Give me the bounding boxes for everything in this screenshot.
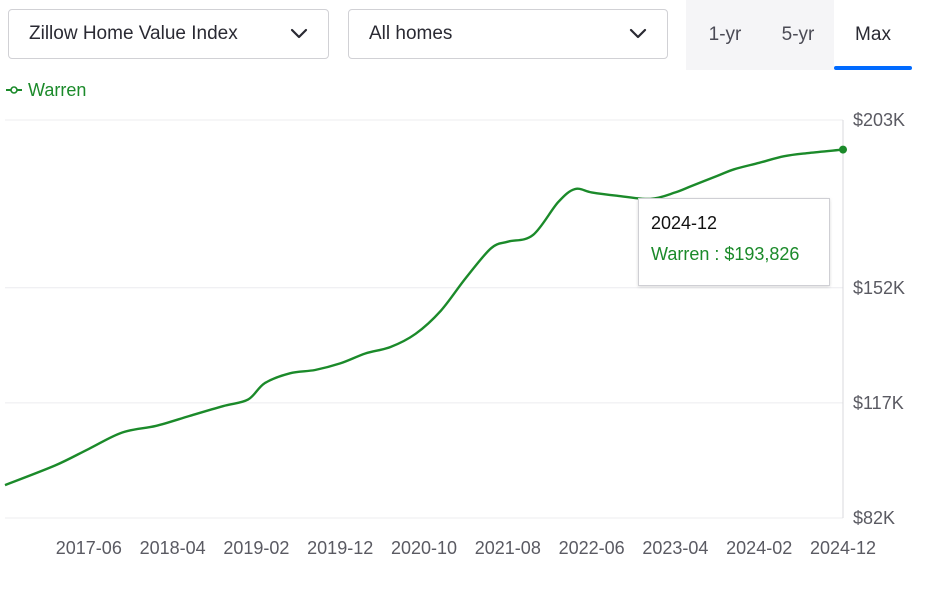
tooltip-value: Warren : $193,826 <box>651 244 800 264</box>
x-tick-label: 2019-12 <box>307 538 373 558</box>
tooltip-date: 2024-12 <box>651 213 718 233</box>
data-point-latest <box>839 145 847 154</box>
y-tick-label: $117K <box>853 393 904 413</box>
tab-1-yr[interactable]: 1-yr <box>708 24 742 45</box>
chart-toolbar: Zillow Home Value Index All homes 1-yr 5… <box>0 0 939 70</box>
chevron-down-icon <box>290 28 308 39</box>
chevron-down-icon <box>629 28 647 39</box>
range-tabs: 1-yr 5-yr Max <box>686 0 912 70</box>
home-type-dropdown-label: All homes <box>369 23 453 44</box>
x-tick-label: 2019-02 <box>223 538 289 558</box>
x-tick-label: 2021-08 <box>475 538 541 558</box>
series-line-warren <box>4 148 844 487</box>
x-tick-label: 2023-04 <box>642 538 708 558</box>
line-marker-icon <box>6 86 22 94</box>
active-tab-indicator <box>834 66 912 70</box>
x-tick-label: 2022-06 <box>559 538 625 558</box>
metric-dropdown[interactable]: Zillow Home Value Index <box>8 9 329 59</box>
y-tick-label: $82K <box>853 508 895 528</box>
x-tick-label: 2018-04 <box>140 538 206 558</box>
x-tick-label: 2017-06 <box>56 538 122 558</box>
home-type-dropdown[interactable]: All homes <box>348 9 668 59</box>
y-tick-label: $203K <box>853 110 905 130</box>
y-tick-label: $152K <box>853 278 905 298</box>
legend-label-warren: Warren <box>28 79 87 100</box>
tab-5-yr[interactable]: 5-yr <box>781 24 815 45</box>
metric-dropdown-label: Zillow Home Value Index <box>29 23 238 44</box>
x-tick-label: 2024-12 <box>810 538 876 558</box>
tab-max[interactable]: Max <box>834 0 912 70</box>
chart-tooltip: 2024-12 Warren : $193,826 <box>638 198 830 286</box>
x-tick-label: 2024-02 <box>726 538 792 558</box>
x-tick-label: 2020-10 <box>391 538 457 558</box>
chart-legend[interactable]: Warren <box>6 78 86 102</box>
